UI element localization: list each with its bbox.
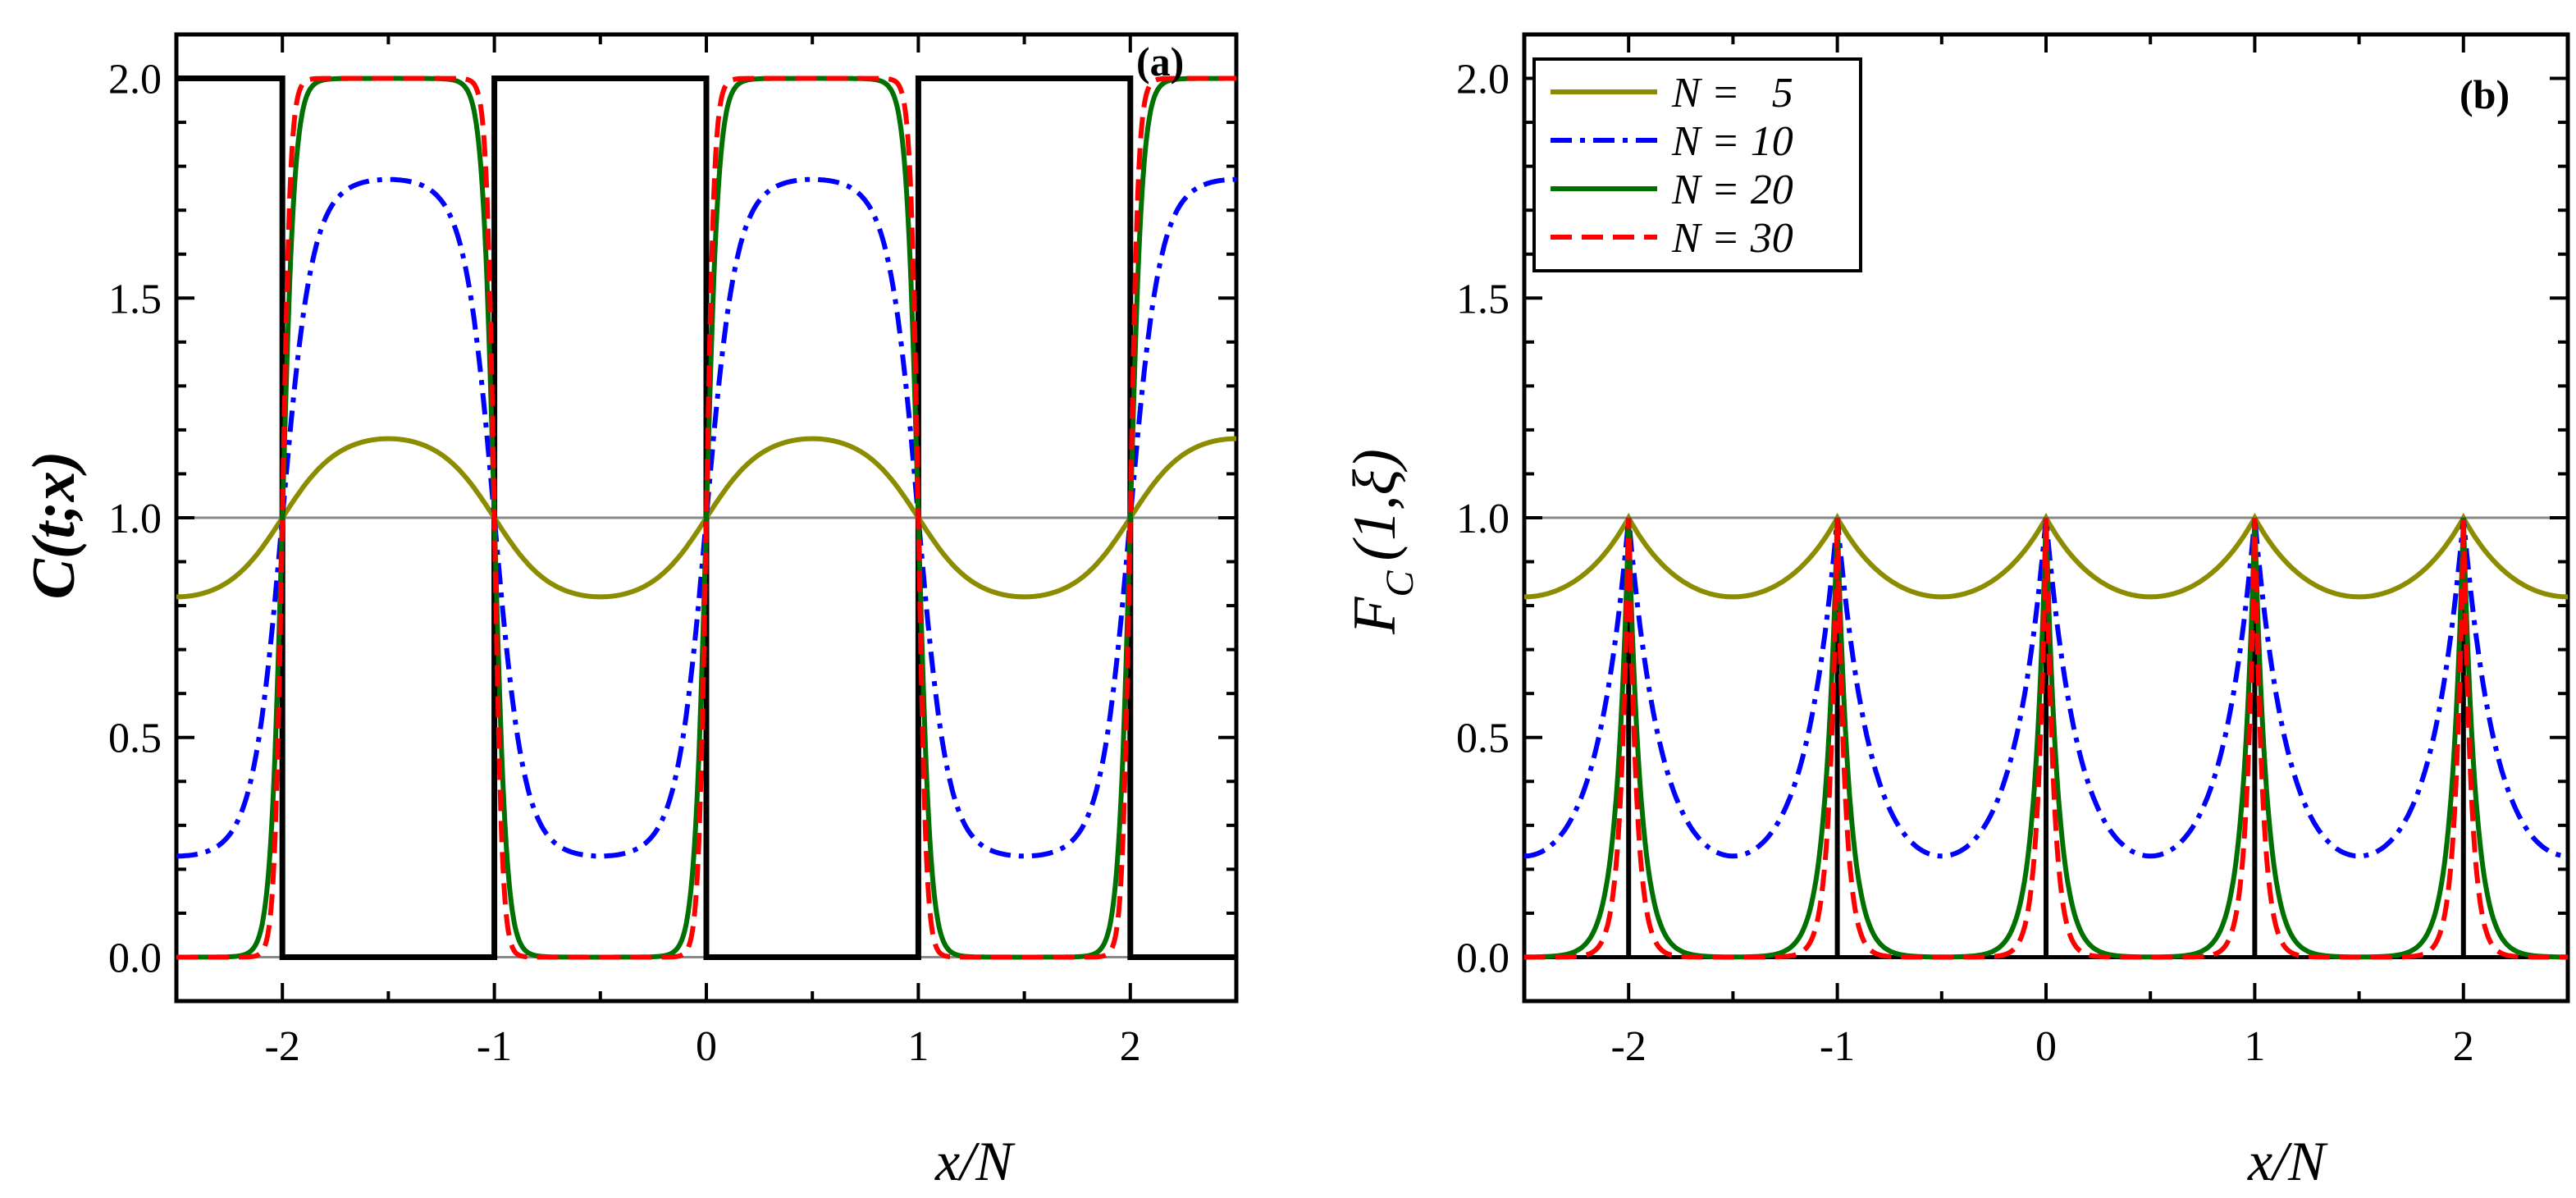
y-tick-label: 1.5 xyxy=(1456,276,1510,322)
legend-label: N = 5 xyxy=(1671,70,1793,117)
panel-b-ylabel-main: F xyxy=(1341,597,1409,635)
x-tick-label: 1 xyxy=(2244,1023,2265,1070)
y-tick-label: 1.0 xyxy=(108,496,162,542)
x-tick-label: -1 xyxy=(477,1023,512,1070)
x-tick-label: 2 xyxy=(2453,1023,2474,1070)
series-line-n-10 xyxy=(176,176,1236,859)
panel-b-ylabel: FC (1,ξ) xyxy=(1341,449,1422,635)
panel-a-tag: (a) xyxy=(1136,39,1184,85)
x-tick-label: 1 xyxy=(907,1023,929,1070)
legend-label: N = 10 xyxy=(1671,118,1793,165)
x-tick-label: 2 xyxy=(1120,1023,1141,1070)
y-tick-label: 1.0 xyxy=(1456,496,1510,542)
y-tick-label: 0.5 xyxy=(1456,716,1510,762)
panel-a-ylabel: C(t;x) xyxy=(21,451,88,600)
panel-a-plot-area: -2 -1 0 1 2 0.0 0.5 1.0 1.5 2.0 xyxy=(108,34,1238,1070)
panel-b-ylabel-sub: C xyxy=(1378,570,1422,597)
y-tick-label: 2.0 xyxy=(108,57,162,103)
legend-label: N = 20 xyxy=(1671,167,1793,213)
y-tick-label: 0.0 xyxy=(108,935,162,981)
y-tick-label: 0.5 xyxy=(108,716,162,762)
panel-b-legend: N = 5N = 10N = 20N = 30 xyxy=(1532,57,1862,272)
series-line-n-30 xyxy=(176,75,1236,960)
y-tick-label: 1.5 xyxy=(108,276,162,322)
panel-b-xlabel: x/N xyxy=(2247,1130,2328,1192)
x-tick-label: -2 xyxy=(1611,1023,1647,1070)
x-tick-label: 0 xyxy=(696,1023,717,1070)
panel-b-tag: (b) xyxy=(2460,71,2510,117)
series-line-n-30 xyxy=(1524,517,2568,960)
panel-a-xlabel: x/N xyxy=(934,1130,1016,1192)
y-tick-label: 0.0 xyxy=(1456,935,1510,981)
y-tick-label: 2.0 xyxy=(1456,57,1510,103)
panel-b-ylabel-rest: (1,ξ) xyxy=(1341,449,1409,560)
x-tick-label: -1 xyxy=(1820,1023,1855,1070)
svg-text:FC(1,ξ): FC (1,ξ) xyxy=(1341,449,1422,635)
panel-b: -2 -1 0 1 2 0.0 0.5 1.0 1.5 2.0 (b) x/N FC (1,ξ) N… xyxy=(1341,32,2570,1192)
x-tick-label: -2 xyxy=(265,1023,300,1070)
panel-b-plot-area: -2 -1 0 1 2 0.0 0.5 1.0 1.5 2.0 xyxy=(1456,34,2569,1070)
legend-label: N = 30 xyxy=(1671,215,1793,262)
x-tick-label: 0 xyxy=(2035,1023,2057,1070)
panel-a: -2 -1 0 1 2 0.0 0.5 1.0 1.5 2.0 (a) x/N C(t;x) xyxy=(21,32,1239,1192)
